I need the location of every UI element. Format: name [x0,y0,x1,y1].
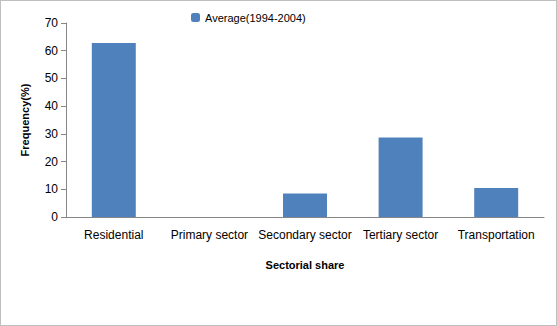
svg-text:20: 20 [45,155,59,169]
svg-text:Primary sector: Primary sector [171,228,248,242]
svg-text:40: 40 [45,99,59,113]
svg-text:Average(1994-2004): Average(1994-2004) [205,12,306,24]
svg-text:Frequency(%): Frequency(%) [19,83,31,156]
svg-text:Sectorial share: Sectorial share [266,259,345,271]
svg-text:60: 60 [45,44,59,58]
svg-text:Secondary sector: Secondary sector [258,228,351,242]
svg-text:Tertiary sector: Tertiary sector [363,228,438,242]
svg-text:30: 30 [45,127,59,141]
svg-text:50: 50 [45,71,59,85]
svg-text:Transportation: Transportation [458,228,535,242]
svg-text:Residential: Residential [84,228,143,242]
svg-text:70: 70 [45,16,59,30]
svg-text:0: 0 [51,210,58,224]
svg-text:10: 10 [45,182,59,196]
